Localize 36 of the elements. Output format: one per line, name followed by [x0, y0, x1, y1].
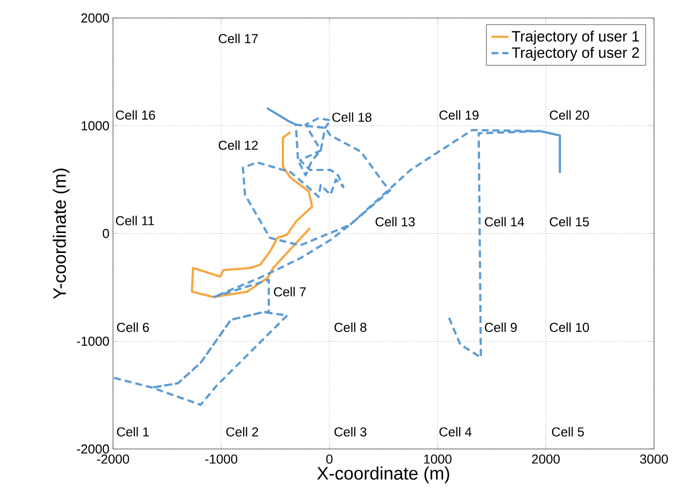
annotation: Cell 2: [226, 426, 258, 436]
annotation: Cell 15: [550, 216, 589, 226]
x-tick-label: 3000: [640, 454, 668, 464]
legend-label: Trajectory of user 2: [512, 46, 639, 61]
y-axis-title: Y-coordinate (m): [52, 168, 70, 300]
annotation: Cell 14: [484, 216, 524, 226]
annotation: Cell 7: [274, 286, 306, 296]
y-tick-label: -2000: [76, 444, 109, 454]
x-tick-label: -1000: [205, 454, 238, 464]
x-axis-title: X-coordinate (m): [317, 466, 450, 484]
y-tick-label: 1000: [82, 121, 109, 130]
annotation: Cell 19: [439, 110, 478, 120]
annotation: Cell 17: [218, 34, 258, 44]
annotation: Cell 6: [117, 322, 149, 332]
annotation: Cell 13: [376, 216, 415, 226]
x-tick-label: 1000: [424, 454, 452, 464]
annotation: Cell 12: [218, 140, 258, 150]
y-tick-label: -1000: [76, 336, 109, 346]
annotation: Cell 1: [117, 426, 149, 436]
line-series: [190, 131, 314, 298]
x-tick-label: 2000: [532, 454, 560, 464]
annotation: Cell 5: [552, 426, 584, 436]
legend-label: Trajectory of user 1: [512, 30, 639, 45]
annotation: Cell 4: [439, 426, 472, 436]
annotation: Cell 16: [116, 110, 156, 120]
y-tick-label: 2000: [81, 13, 109, 23]
x-tick-label: 0: [326, 454, 333, 464]
annotation: Cell 8: [334, 322, 366, 332]
annotation: Cell 3: [334, 426, 366, 436]
annotation: Cell 11: [116, 216, 154, 226]
annotation: Cell 20: [550, 110, 589, 120]
annotation: Cell 10: [550, 322, 589, 332]
annotation: Cell 9: [484, 322, 517, 332]
annotation: Cell 18: [332, 112, 372, 122]
x-tick-label: -2000: [97, 454, 130, 464]
y-tick-label: 0: [102, 228, 109, 238]
